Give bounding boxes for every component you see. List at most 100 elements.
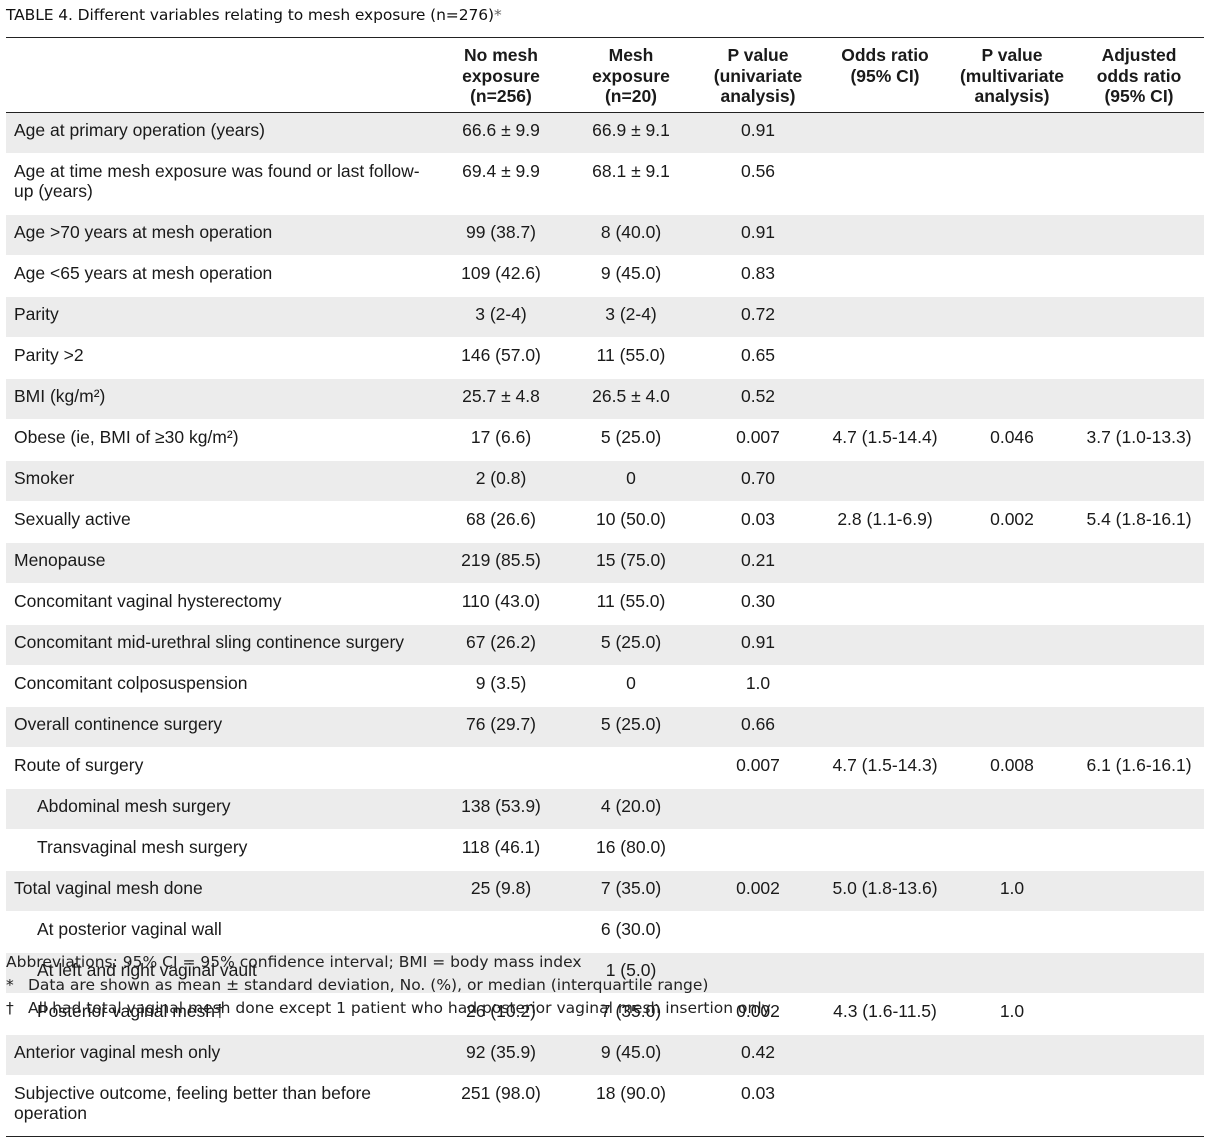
table-row: Transvaginal mesh surgery 118 (46.1) 16 (8…: [6, 829, 1204, 871]
table-row: Obese (ie, BMI of ≥30 kg/m²) 17 (6.6) 5 (2…: [6, 419, 1204, 461]
table-cell: 0.91: [696, 112, 820, 154]
table-cell: 146 (57.0): [436, 337, 566, 379]
footnote-dagger-symbol: †: [6, 999, 14, 1017]
table-cell: [1074, 829, 1204, 871]
table-cell: [1074, 542, 1204, 584]
table-cell: [820, 829, 950, 871]
table-row: Route of surgery 0.007 4.7 (1.5-14.3) 0.008…: [6, 747, 1204, 789]
table-row: Abdominal mesh surgery 138 (53.9) 4 (20.0): [6, 788, 1204, 830]
table-row: Total vaginal mesh done 25 (9.8) 7 (35.0) 0…: [6, 870, 1204, 912]
table-row: BMI (kg/m²) 25.7 ± 4.8 26.5 ± 4.0 0.52: [6, 378, 1204, 420]
table-cell: [696, 829, 820, 871]
row-label: Subjective outcome, feeling better than …: [6, 1075, 436, 1137]
footnote-dagger-text: All had total vaginal mesh done except 1…: [28, 999, 771, 1017]
table-cell: [1074, 1034, 1204, 1076]
row-label: Age at primary operation (years): [6, 112, 436, 154]
table-cell: [1074, 255, 1204, 297]
row-label: Age at time mesh exposure was found or l…: [6, 153, 436, 215]
table-row: Age >70 years at mesh operation 99 (38.7)…: [6, 214, 1204, 256]
table-cell: 0.70: [696, 460, 820, 502]
table-cell: 68.1 ± 9.1: [566, 153, 696, 215]
table-cell: 0.72: [696, 296, 820, 338]
table-cell: 138 (53.9): [436, 788, 566, 830]
table-cell: 5 (25.0): [566, 706, 696, 748]
row-label: Posterior vaginal mesh†: [6, 993, 436, 1035]
table-cell: 26 (10.2): [436, 993, 566, 1035]
table-cell: 0: [566, 665, 696, 707]
table-cell: [1074, 952, 1204, 994]
table-row: Menopause 219 (85.5) 15 (75.0) 0.21: [6, 542, 1204, 584]
table-cell: [950, 153, 1074, 215]
table-row: Parity 3 (2-4) 3 (2-4) 0.72: [6, 296, 1204, 338]
header-line: odds ratio: [1096, 65, 1182, 86]
table-cell: 66.6 ± 9.9: [436, 112, 566, 154]
table-cell: 4.3 (1.6-11.5): [820, 993, 950, 1035]
table-cell: [1074, 788, 1204, 830]
table-cell: [1074, 665, 1204, 707]
table-cell: [1074, 214, 1204, 256]
table-cell: 5.4 (1.8-16.1): [1074, 501, 1204, 543]
table-cell: 0.008: [950, 747, 1074, 789]
table-cell: 2.8 (1.1-6.9): [820, 501, 950, 543]
table-header: No mesh exposure (n=256) Mesh exposure (n=20)…: [6, 38, 1204, 113]
table-cell: [696, 788, 820, 830]
data-table: No mesh exposure (n=256) Mesh exposure (n=20)…: [6, 38, 1204, 1137]
table-cell: 76 (29.7): [436, 706, 566, 748]
table-cell: [820, 952, 950, 994]
table-row: Concomitant colposuspension 9 (3.5) 0 1.0: [6, 665, 1204, 707]
table-row: Age at time mesh exposure was found or l…: [6, 153, 1204, 215]
footnote-star: * Data are shown as mean ± standard devia…: [6, 976, 708, 994]
header-line: Adjusted: [1101, 45, 1177, 65]
table-row: Anterior vaginal mesh only 92 (35.9) 9 (45…: [6, 1034, 1204, 1076]
table-cell: [820, 542, 950, 584]
table-cell: 6 (30.0): [566, 911, 696, 953]
table-cell: [820, 112, 950, 154]
table-cell: 0.66: [696, 706, 820, 748]
row-label: At posterior vaginal wall: [6, 911, 436, 953]
table-cell: [1074, 1075, 1204, 1137]
table-cell: [820, 153, 950, 215]
table-cell: [950, 952, 1074, 994]
table-cell: [1074, 112, 1204, 154]
table-cell: [1074, 337, 1204, 379]
header-line: analysis): [974, 86, 1050, 106]
table-cell: 251 (98.0): [436, 1075, 566, 1137]
header-cell-1: No mesh exposure (n=256): [436, 38, 566, 113]
table-cell: [1074, 624, 1204, 666]
header-line: (95% CI): [850, 65, 920, 86]
header-line: (n=20): [604, 86, 658, 106]
row-label: Parity: [6, 296, 436, 338]
row-label: Smoker: [6, 460, 436, 502]
table-cell: 67 (26.2): [436, 624, 566, 666]
table-cell: [820, 1075, 950, 1137]
table-cell: [950, 1075, 1074, 1137]
header-row: No mesh exposure (n=256) Mesh exposure (n=20)…: [6, 38, 1204, 113]
table-cell: 0.002: [696, 993, 820, 1035]
table-cell: 1.0: [950, 993, 1074, 1035]
row-label: Sexually active: [6, 501, 436, 543]
table-cell: [950, 911, 1074, 953]
table-row: Concomitant vaginal hysterectomy 110 (43.…: [6, 583, 1204, 625]
header-cell-variable: [6, 38, 436, 113]
caption-text: TABLE 4. Different variables relating to…: [6, 6, 494, 24]
header-line: Mesh: [608, 45, 654, 65]
table-cell: 69.4 ± 9.9: [436, 153, 566, 215]
table-cell: 0.21: [696, 542, 820, 584]
table-cell: [950, 112, 1074, 154]
table-cell: 118 (46.1): [436, 829, 566, 871]
table-cell: 110 (43.0): [436, 583, 566, 625]
table-cell: [820, 378, 950, 420]
table-cell: 0.007: [696, 747, 820, 789]
header-cell-3: P value (univariate analysis): [696, 38, 820, 113]
footnote-abbreviations: Abbreviations: 95% CI = 95% confidence i…: [6, 953, 582, 971]
table-cell: 4 (20.0): [566, 788, 696, 830]
header-line: P value: [981, 45, 1043, 65]
table-cell: [696, 952, 820, 994]
table-row: Age at primary operation (years) 66.6 ± 9…: [6, 112, 1204, 154]
table-cell: [1074, 706, 1204, 748]
table-cell: 6.1 (1.6-16.1): [1074, 747, 1204, 789]
row-label: Total vaginal mesh done: [6, 870, 436, 912]
table-cell: 0.56: [696, 153, 820, 215]
header-line: No mesh: [464, 45, 538, 65]
table-cell: 25.7 ± 4.8: [436, 378, 566, 420]
